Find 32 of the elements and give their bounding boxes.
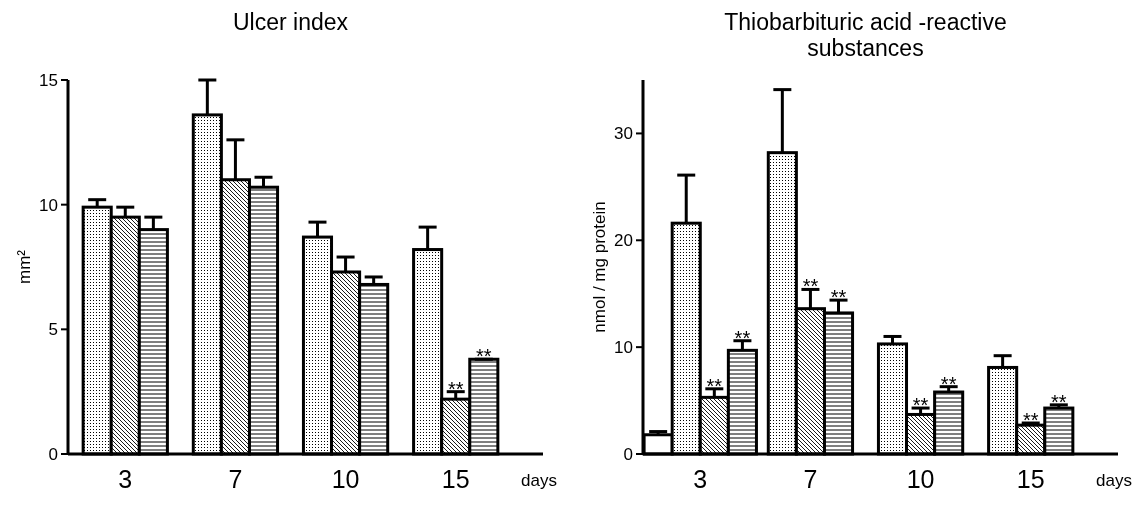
x-tick-label: 10 — [331, 465, 360, 493]
x-tick-label: 3 — [118, 465, 133, 493]
x-axis-title: days — [1096, 471, 1132, 490]
y-tick-label: 15 — [39, 70, 58, 90]
data-label: ** — [940, 372, 957, 395]
y-axis-title: mm² — [15, 249, 34, 284]
y-tick-label: 10 — [39, 195, 58, 215]
data-label: ** — [802, 275, 819, 298]
data-label: ** — [830, 286, 847, 309]
x-tick-label: 15 — [1016, 465, 1045, 493]
data-label: ** — [1051, 390, 1067, 413]
x-tick-label: 3 — [693, 465, 708, 493]
data-label: ** — [1022, 409, 1039, 432]
x-tick-label: 7 — [228, 465, 243, 493]
y-tick-label: 0 — [623, 444, 633, 464]
data-label: ** — [734, 326, 751, 349]
data-label: ** — [476, 345, 492, 368]
x-axis-title: days — [521, 471, 557, 490]
y-tick-label: 20 — [614, 231, 633, 251]
y-tick-label: 0 — [48, 444, 58, 464]
chart-title: Ulcer index — [232, 9, 349, 35]
y-tick-label: 10 — [614, 338, 633, 358]
chart-title: Thiobarbituric acid -reactive substances — [724, 9, 1007, 61]
data-label: ** — [447, 377, 464, 400]
y-tick-label: 5 — [48, 320, 58, 340]
x-tick-label: 10 — [906, 465, 935, 493]
y-axis-title: nmol / mg protein — [590, 201, 609, 333]
data-label: ** — [912, 394, 929, 417]
data-label: ** — [706, 374, 723, 397]
x-tick-label: 7 — [803, 465, 818, 493]
y-tick-label: 30 — [614, 124, 633, 144]
x-tick-label: 15 — [441, 465, 470, 493]
